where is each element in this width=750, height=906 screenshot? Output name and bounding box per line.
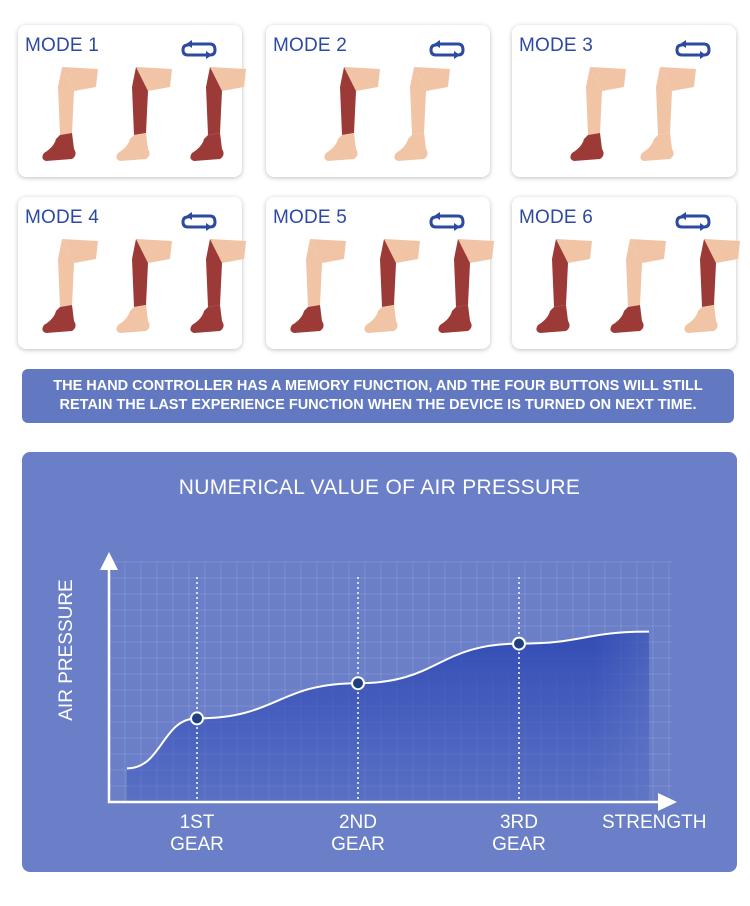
- mode-card[interactable]: MODE 1: [18, 25, 246, 177]
- cycle-arrows-icon: [674, 211, 712, 233]
- calf-segment: [586, 67, 602, 135]
- banner-line-1: THE HAND CONTROLLER HAS A MEMORY FUNCTIO…: [53, 378, 703, 394]
- leg-illustrations: [266, 239, 494, 345]
- calf-segment: [454, 239, 470, 307]
- cycle-arrows-icon: [428, 211, 466, 233]
- leg-illustration: [188, 67, 246, 167]
- leg-illustration: [40, 67, 98, 167]
- calf-segment: [656, 67, 672, 135]
- mode-label: MODE 2: [273, 35, 348, 56]
- foot-segment: [438, 305, 472, 333]
- cycle-arrows-icon: [180, 211, 218, 233]
- leg-illustration: [682, 239, 740, 339]
- calf-segment: [206, 67, 222, 135]
- mode-card[interactable]: MODE 3: [512, 25, 736, 177]
- leg-illustration: [392, 67, 450, 167]
- foot-segment: [570, 133, 604, 161]
- chart-axes: [107, 567, 662, 804]
- y-axis-arrow-icon: [100, 552, 118, 570]
- data-point: [351, 676, 365, 691]
- mode-label: MODE 6: [519, 207, 594, 228]
- data-point: [190, 711, 204, 726]
- foot-segment: [610, 305, 644, 333]
- foot-segment: [290, 305, 324, 333]
- mode-card[interactable]: MODE 5: [266, 197, 494, 349]
- foot-segment: [536, 305, 570, 333]
- x-axis-title: STRENGTH: [602, 812, 707, 833]
- calf-segment: [132, 67, 148, 135]
- cycle-arrows-icon: [428, 39, 466, 61]
- calf-segment: [306, 239, 322, 307]
- calf-segment: [626, 239, 642, 307]
- leg-illustration: [40, 239, 98, 339]
- calf-segment: [132, 239, 148, 307]
- mode-label: MODE 3: [519, 35, 594, 56]
- calf-segment: [206, 239, 222, 307]
- foot-segment: [190, 133, 224, 161]
- calf-segment: [58, 67, 74, 135]
- cycle-arrows-icon: [674, 39, 712, 61]
- foot-segment: [116, 305, 150, 333]
- leg-illustrations: [512, 239, 740, 345]
- leg-illustration: [322, 67, 380, 167]
- leg-illustrations: [512, 67, 736, 173]
- data-point: [512, 636, 526, 651]
- y-axis-title: AIR PRESSURE: [56, 579, 77, 721]
- x-tick-label: 3RD GEAR: [492, 812, 546, 855]
- mode-card[interactable]: MODE 4: [18, 197, 246, 349]
- air-pressure-chart: NUMERICAL VALUE OF AIR PRESSURE AIR PRES…: [22, 452, 737, 872]
- leg-illustration: [608, 239, 666, 339]
- x-tick-label: 2ND GEAR: [331, 812, 385, 855]
- foot-segment: [684, 305, 718, 333]
- leg-illustration: [638, 67, 696, 167]
- x-axis-arrow-icon: [658, 793, 677, 811]
- mode-card[interactable]: MODE 6: [512, 197, 740, 349]
- cycle-arrows-icon: [180, 39, 218, 61]
- mode-label: MODE 4: [25, 207, 100, 228]
- leg-illustration: [568, 67, 626, 167]
- leg-illustration: [534, 239, 592, 339]
- leg-illustrations: [266, 67, 490, 173]
- foot-segment: [640, 133, 674, 161]
- leg-illustration: [288, 239, 346, 339]
- foot-segment: [190, 305, 224, 333]
- leg-illustration: [362, 239, 420, 339]
- foot-segment: [394, 133, 428, 161]
- x-tick-label: 1ST GEAR: [170, 812, 224, 855]
- foot-segment: [324, 133, 358, 161]
- chart-title: NUMERICAL VALUE OF AIR PRESSURE: [178, 476, 581, 499]
- pressure-area: [127, 631, 649, 802]
- leg-illustration: [436, 239, 494, 339]
- calf-segment: [700, 239, 716, 307]
- mode-label: MODE 1: [25, 35, 100, 56]
- leg-illustration: [114, 67, 172, 167]
- foot-segment: [42, 305, 76, 333]
- calf-segment: [410, 67, 426, 135]
- foot-segment: [364, 305, 398, 333]
- calf-segment: [58, 239, 74, 307]
- banner-line-2: RETAIN THE LAST EXPERIENCE FUNCTION WHEN…: [59, 397, 697, 413]
- calf-segment: [552, 239, 568, 307]
- chart-canvas: [100, 552, 677, 811]
- memory-function-banner: THE HAND CONTROLLER HAS A MEMORY FUNCTIO…: [22, 369, 734, 423]
- leg-illustration: [188, 239, 246, 339]
- calf-segment: [340, 67, 356, 135]
- mode-label: MODE 5: [273, 207, 348, 228]
- leg-illustrations: [18, 67, 246, 173]
- calf-segment: [380, 239, 396, 307]
- foot-segment: [116, 133, 150, 161]
- leg-illustration: [114, 239, 172, 339]
- leg-illustrations: [18, 239, 246, 345]
- foot-segment: [42, 133, 76, 161]
- mode-card[interactable]: MODE 2: [266, 25, 490, 177]
